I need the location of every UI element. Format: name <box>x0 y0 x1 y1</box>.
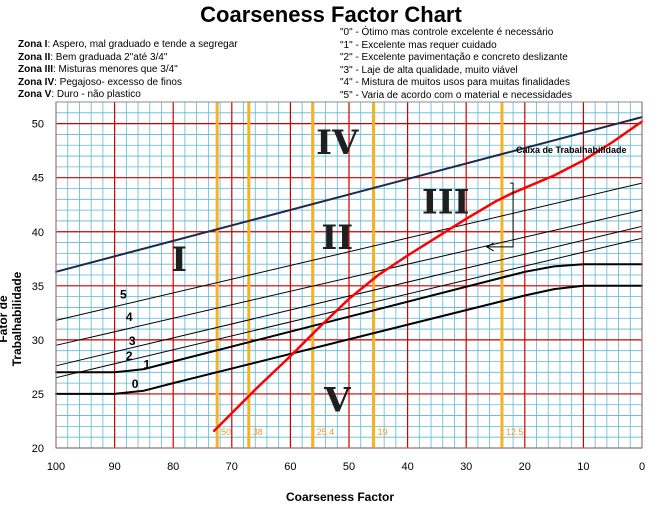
plot-frame <box>55 101 643 449</box>
level-legend-item: "3" - Laje de alta qualidade, muito viáv… <box>340 64 518 76</box>
zone-legend-item: Zona III: Misturas menores que 3/4" <box>18 64 178 76</box>
zone-label: V <box>323 380 351 420</box>
x-tick-label: 100 <box>47 461 65 473</box>
zones-legend: Zona I: Aspero, mal graduado e tende a s… <box>18 39 238 102</box>
zone-label: I <box>171 240 187 280</box>
y-tick-label: 30 <box>32 335 44 347</box>
zone-legend-item: Zona I: Aspero, mal graduado e tende a s… <box>18 39 238 50</box>
y-tick-label: 50 <box>32 119 44 131</box>
y-tick-label: 45 <box>32 173 44 185</box>
series-line <box>212 120 644 432</box>
series-lines <box>55 116 644 432</box>
x-tick-label: 80 <box>167 461 179 473</box>
series-line <box>55 225 643 367</box>
x-tick-label: 0 <box>639 461 645 473</box>
annotation-bracket <box>486 182 514 248</box>
series-line <box>55 263 643 374</box>
curve-label: 1 <box>143 358 150 372</box>
levels-legend: "0" - Ótimo mas controle excelente é nec… <box>340 27 572 103</box>
level-legend-item: "4" - Mistura de muitos usos para muitas… <box>340 77 570 89</box>
annotation-label: Caixa de Trabalhabilidade <box>516 145 627 155</box>
annotations: Caixa de Trabalhabilidade <box>485 145 627 252</box>
series-line <box>55 237 643 379</box>
x-tick-label: 90 <box>108 461 120 473</box>
level-legend-item: "2" - Excelente pavimentação e concreto … <box>340 52 568 64</box>
x-tick-label: 70 <box>226 461 238 473</box>
sieve-label: 50 <box>221 427 231 437</box>
y-axis-title: Fator de Trabalhabilidade <box>0 271 24 367</box>
x-tick-label: 50 <box>343 461 355 473</box>
zone-legend-item: Zona II: Bem graduada 2"até 3/4" <box>18 51 168 63</box>
curve-label: 3 <box>129 334 136 348</box>
sieve-label: 25.4 <box>317 427 335 437</box>
x-tick-label: 20 <box>519 461 531 473</box>
x-tick-label: 40 <box>401 461 413 473</box>
series-line <box>55 116 643 273</box>
x-axis-title: Coarseness Factor <box>285 490 395 504</box>
sieve-label: 19 <box>378 427 388 437</box>
sieve-label: 38 <box>253 427 263 437</box>
zone-label: II <box>321 218 353 258</box>
zone-label: III <box>422 182 470 222</box>
zone-legend-item: Zona V: Duro - não plastico <box>18 89 141 101</box>
y-tick-label: 40 <box>32 227 44 239</box>
curve-label: 5 <box>120 287 127 301</box>
curve-label: 0 <box>132 377 139 391</box>
y-tick-label: 20 <box>32 443 44 455</box>
series-line <box>55 209 643 346</box>
level-legend-item: "0" - Ótimo mas controle excelente é nec… <box>340 27 554 38</box>
curve-label: 2 <box>126 349 133 363</box>
curve-label: 4 <box>126 310 133 324</box>
sieve-label: 12.5 <box>506 427 524 437</box>
y-tick-label: 35 <box>32 281 44 293</box>
chart-title: Coarseness Factor Chart <box>200 2 462 27</box>
zone-label: IV <box>316 123 359 163</box>
annotation-arrowhead <box>485 242 494 252</box>
series-line <box>55 284 643 395</box>
x-tick-label: 30 <box>460 461 472 473</box>
x-tick-label: 10 <box>577 461 589 473</box>
level-legend-item: "5" - Varia de acordo com o material e n… <box>340 89 573 101</box>
series-line <box>55 182 643 321</box>
y-tick-label: 25 <box>32 389 44 401</box>
x-tick-label: 60 <box>284 461 296 473</box>
level-legend-item: "1" - Excelente mas requer cuidado <box>340 39 497 51</box>
zone-legend-item: Zona IV: Pegajoso- excesso de finos <box>18 76 182 88</box>
